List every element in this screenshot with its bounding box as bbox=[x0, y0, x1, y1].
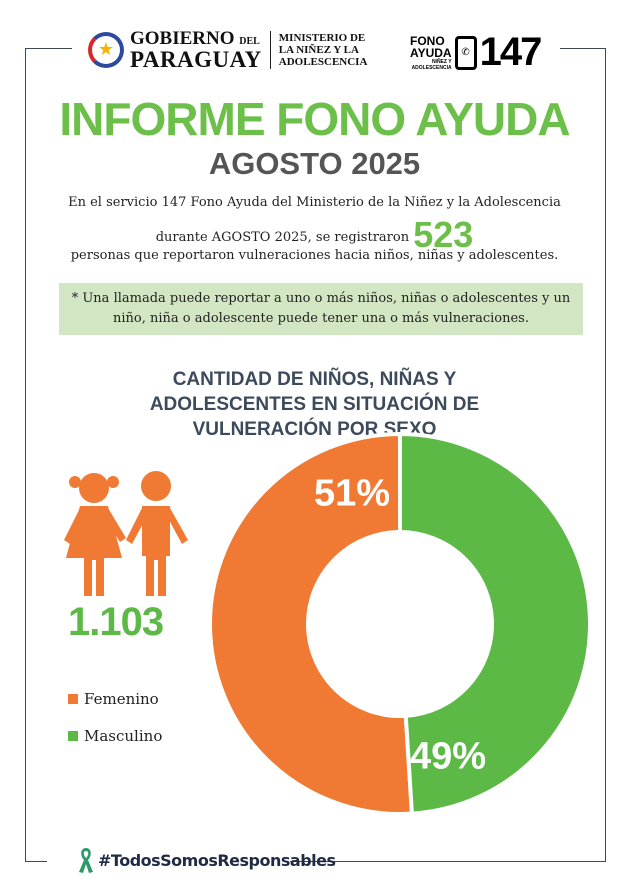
note-box: * Una llamada puede reportar a uno o más… bbox=[59, 283, 583, 335]
frame-line bbox=[25, 861, 47, 862]
intro-line-3: personas que reportaron vulneraciones ha… bbox=[70, 248, 559, 263]
reports-count: 523 bbox=[413, 214, 474, 255]
frame-line bbox=[560, 48, 606, 49]
legend-swatch bbox=[68, 694, 78, 704]
legend-femenino: Femenino bbox=[68, 690, 159, 708]
frame-line bbox=[605, 48, 606, 862]
footer-hashtag: #TodosSomosResponsables bbox=[78, 846, 336, 874]
total-children: 1.103 bbox=[68, 600, 164, 644]
ribbon-icon bbox=[79, 848, 93, 873]
report-period: AGOSTO 2025 bbox=[208, 146, 421, 181]
ministry-name: MINISTERIO DE LA NIÑEZ Y LA ADOLESCENCIA bbox=[278, 31, 368, 68]
fono-ayuda-logo: FONO AYUDA NIÑEZ Y ADOLESCENCIA ✆ 147 bbox=[410, 30, 543, 74]
slice-label-masculino: 49% bbox=[410, 736, 486, 778]
star-seal-icon: ★ bbox=[88, 31, 124, 68]
slice-label-femenino: 51% bbox=[314, 472, 390, 514]
gov-del: DEL bbox=[239, 36, 260, 47]
gov-text: GOBIERNO bbox=[130, 28, 235, 49]
intro-line-2: durante AGOSTO 2025, se registraron 523 bbox=[155, 214, 474, 255]
frame-line bbox=[25, 48, 72, 49]
intro-line-1: En el servicio 147 Fono Ayuda del Minist… bbox=[68, 195, 561, 210]
legend-swatch bbox=[68, 731, 78, 741]
government-logo: ★ GOBIERNO DEL PARAGUAY MINISTERIO DE LA … bbox=[88, 28, 368, 72]
children-icon bbox=[64, 471, 188, 596]
donut-slice-femenino bbox=[208, 431, 415, 816]
gov-text-2: PARAGUAY bbox=[130, 47, 262, 72]
phone-icon: ✆ bbox=[454, 35, 477, 70]
donut-slice-masculino bbox=[398, 431, 592, 816]
frame-line bbox=[25, 48, 26, 862]
legend-masculino: Masculino bbox=[68, 727, 162, 745]
report-title: INFORME FONO AYUDA bbox=[59, 93, 570, 145]
frame-line bbox=[290, 861, 606, 862]
fono-number: 147 bbox=[479, 30, 543, 74]
